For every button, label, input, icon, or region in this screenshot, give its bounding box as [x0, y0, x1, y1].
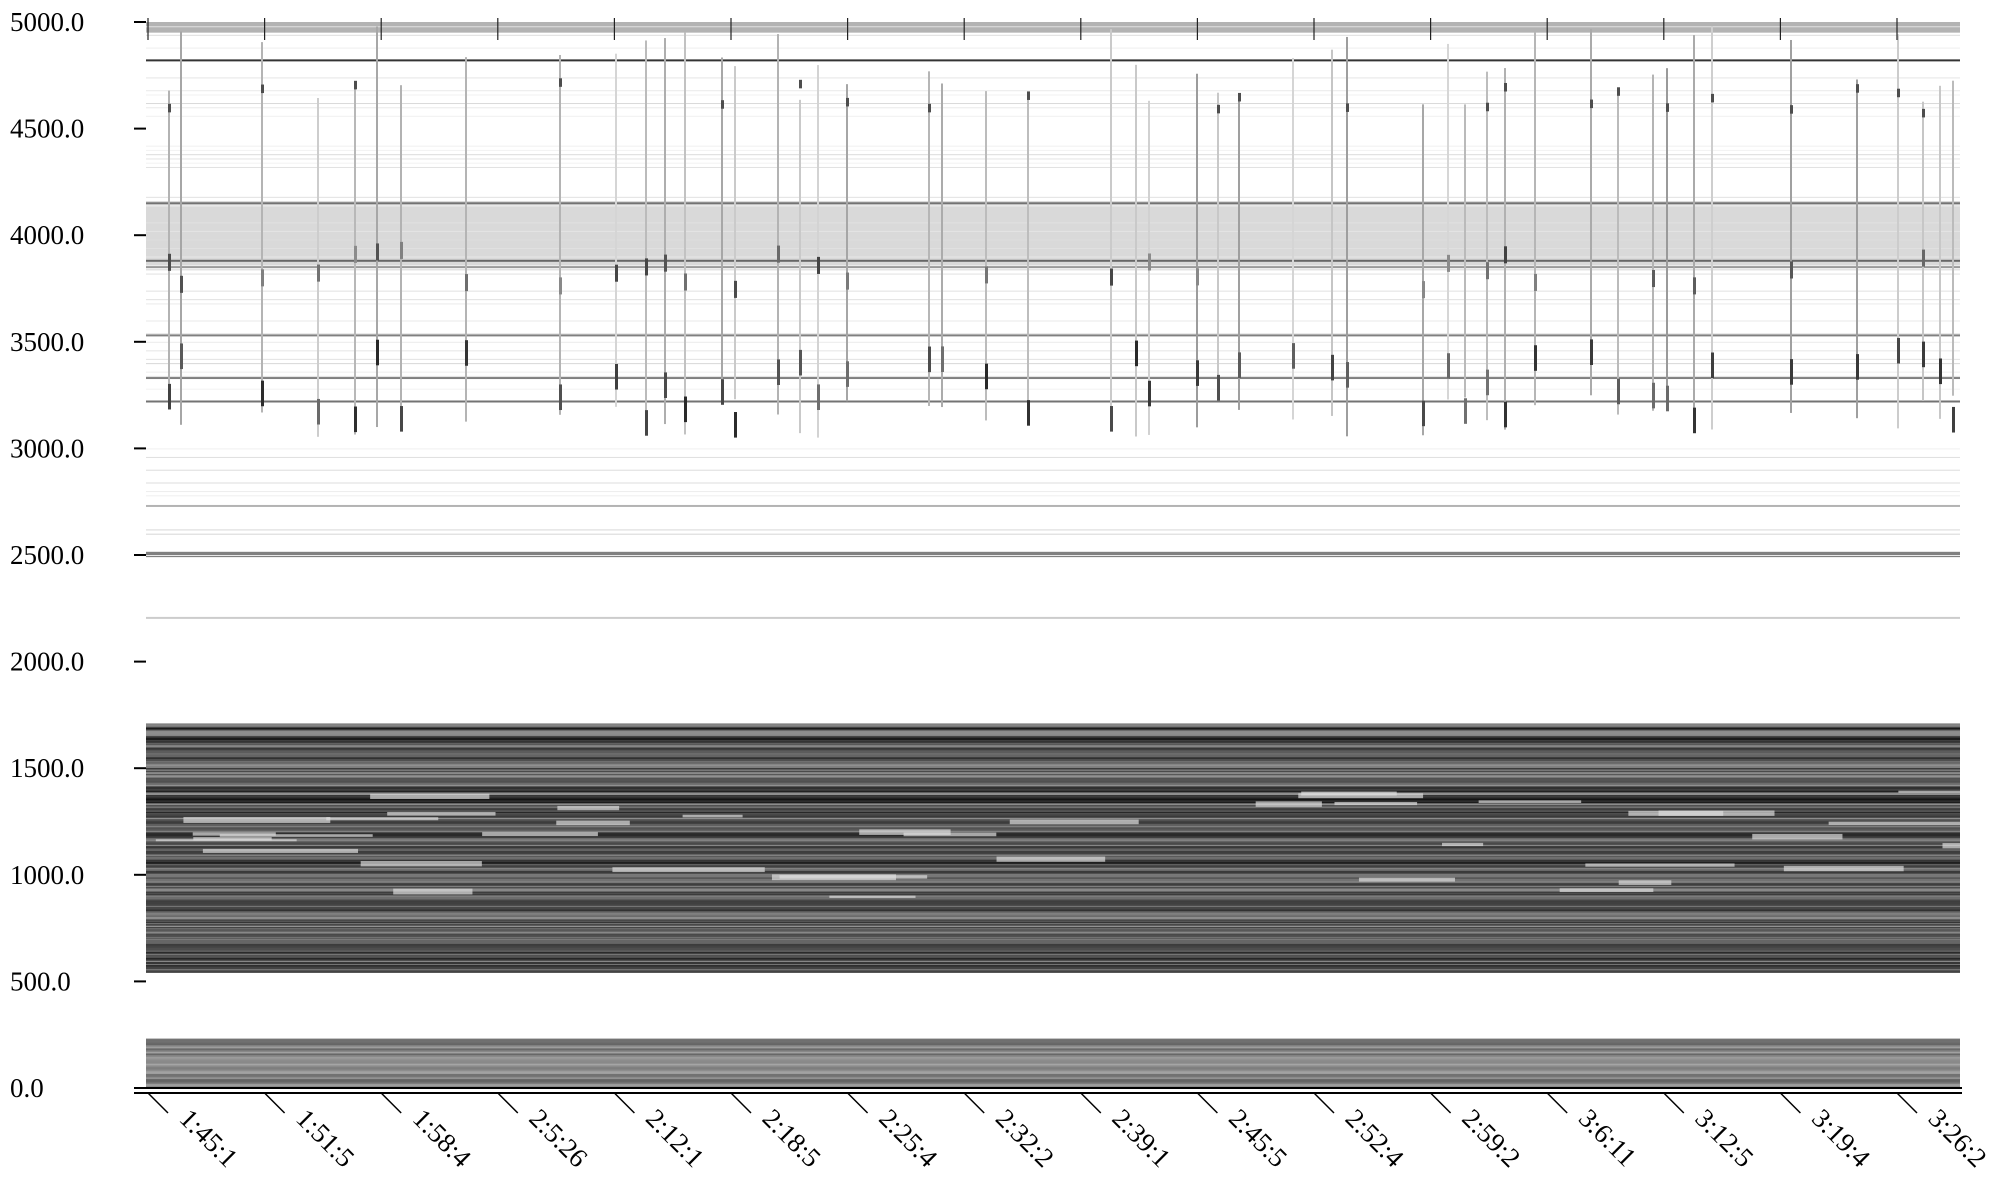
heatmap-faint-lines	[146, 26, 1960, 556]
y-tick-label: 500.0	[10, 966, 71, 996]
x-tick-mark	[1546, 1092, 1568, 1114]
x-tick-mark	[613, 1092, 635, 1114]
x-tick-label: 3:6:11	[1573, 1103, 1642, 1172]
x-tick-label: 2:18:5	[757, 1103, 827, 1173]
heatmap-line-3	[146, 266, 1960, 269]
x-tick-mark	[1663, 1092, 1685, 1114]
heatmap-band-3	[146, 203, 1960, 268]
y-tick-label: 1500.0	[10, 753, 84, 783]
heatmap-line-5	[146, 377, 1960, 380]
heatmap-line-8	[146, 616, 1960, 619]
heatmap-vertical-streaks	[168, 26, 1955, 438]
x-tick-label: 3:19:4	[1806, 1103, 1876, 1173]
y-tick-label: 1000.0	[10, 860, 84, 890]
x-tick-label: 1:45:1	[174, 1103, 244, 1173]
x-tick-mark	[1080, 1092, 1102, 1114]
x-tick-label: 3:26:2	[1923, 1103, 1993, 1173]
x-tick-mark	[730, 1092, 752, 1114]
heatmap-line-0	[146, 59, 1960, 62]
heatmap-line-2	[146, 259, 1960, 262]
x-tick-label: 2:25:4	[873, 1103, 943, 1173]
x-tick-mark	[1430, 1092, 1452, 1114]
x-tick-mark	[497, 1092, 519, 1114]
x-tick-mark	[1779, 1092, 1801, 1114]
x-tick-label: 1:58:4	[407, 1103, 477, 1173]
x-tick-label: 2:45:5	[1223, 1103, 1293, 1173]
heatmap-line-1	[146, 202, 1960, 205]
spectrogram-heatmap	[146, 22, 1960, 1088]
x-axis-ticks: 1:45:1 1:51:5 1:58:4 2:5:26 2:12:1 2:18:5 2:25…	[147, 18, 1993, 1173]
heatmap-band-4	[146, 22, 1960, 33]
y-tick-label: 4500.0	[10, 114, 84, 144]
x-tick-label: 2:32:2	[990, 1103, 1060, 1173]
x-tick-mark	[264, 1092, 286, 1114]
x-tick-label: 1:51:5	[290, 1103, 360, 1173]
x-tick-label: 2:52:4	[1340, 1103, 1410, 1173]
y-axis-ticks: 0.0 500.0 1000.0 1500.0 2000.0 2500.0 3000.0 35…	[10, 7, 146, 1103]
chart-axes	[134, 1087, 1962, 1094]
y-tick-label: 0.0	[10, 1073, 44, 1103]
x-tick-label: 2:59:2	[1456, 1103, 1526, 1173]
x-tick-mark	[1313, 1092, 1335, 1114]
y-tick-label: 2000.0	[10, 647, 84, 677]
x-tick-mark	[380, 1092, 402, 1114]
y-tick-label: 5000.0	[10, 7, 84, 37]
y-tick-label: 3000.0	[10, 433, 84, 463]
x-tick-mark	[1196, 1092, 1218, 1114]
y-tick-label: 4000.0	[10, 220, 84, 250]
x-tick-label: 3:12:5	[1690, 1103, 1760, 1173]
x-tick-label: 2:39:1	[1107, 1103, 1177, 1173]
heatmap-band-texture	[146, 723, 1960, 973]
heatmap-bottom-texture	[146, 1038, 1960, 1086]
x-tick-label: 2:5:26	[524, 1103, 594, 1173]
x-tick-mark	[147, 1092, 169, 1114]
heatmap-line-6	[146, 400, 1960, 403]
y-tick-label: 2500.0	[10, 540, 84, 570]
x-tick-mark	[1896, 1092, 1918, 1114]
heatmap-line-4	[146, 334, 1960, 337]
x-tick-mark	[847, 1092, 869, 1114]
heatmap-line-7	[146, 504, 1960, 507]
heatmap-band-2	[146, 551, 1960, 558]
y-tick-label: 3500.0	[10, 327, 84, 357]
x-tick-mark	[963, 1092, 985, 1114]
x-tick-label: 2:12:1	[640, 1103, 710, 1173]
